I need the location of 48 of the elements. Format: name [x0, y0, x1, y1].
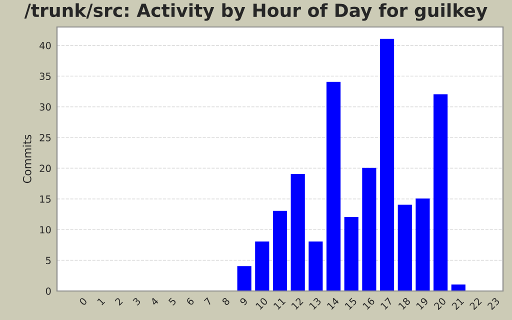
x-tick-label: 4 [150, 297, 159, 306]
y-tick-label: 15 [40, 196, 51, 203]
bar [451, 284, 466, 291]
bar [326, 82, 341, 291]
y-tick-label: 10 [40, 226, 51, 234]
x-tick-label: 10 [255, 297, 268, 310]
x-tick-label: 7 [204, 297, 212, 306]
x-tick-label: 2 [114, 297, 123, 306]
x-tick-label: 3 [132, 297, 141, 306]
y-tick-label: 30 [40, 103, 51, 111]
x-tick-label: 23 [487, 297, 500, 310]
bar [308, 242, 323, 291]
x-tick-label: 17 [380, 297, 393, 310]
bar [416, 198, 430, 291]
bar [434, 94, 448, 291]
x-tick-label: 21 [451, 297, 464, 310]
x-tick-label: 11 [273, 297, 286, 310]
x-tick-label: 22 [469, 297, 482, 310]
y-tick-label: 25 [40, 134, 51, 142]
y-tick-label: 40 [40, 42, 51, 50]
bar [290, 174, 305, 291]
x-tick-label: 20 [433, 297, 446, 310]
x-tick-label: 5 [168, 297, 177, 306]
bar [398, 204, 412, 291]
chart-title: /trunk/src: Activity by Hour of Day for guilkey [24, 3, 488, 21]
bar [362, 168, 376, 291]
y-tick-label: 5 [46, 256, 51, 264]
bar [255, 242, 270, 291]
x-tick-label: 12 [291, 297, 304, 310]
x-tick-label: 13 [308, 297, 322, 310]
y-axis-title: Commits [22, 134, 32, 184]
x-tick-label: 8 [222, 297, 230, 306]
bar [344, 216, 358, 291]
x-tick-label: 15 [344, 297, 358, 310]
bar [380, 38, 394, 291]
x-tick-label: 1 [97, 297, 106, 306]
x-tick-label: 19 [416, 297, 429, 310]
x-tick-label: 16 [362, 297, 376, 310]
x-tick-label: 6 [186, 297, 195, 306]
y-tick-label: 20 [40, 164, 51, 172]
x-tick-label: 9 [239, 297, 248, 306]
x-tick-label: 14 [326, 297, 340, 310]
y-tick-label: 0 [46, 287, 51, 295]
x-tick-label: 0 [78, 297, 88, 306]
bar [237, 266, 252, 291]
x-tick-label: 18 [398, 297, 411, 310]
y-tick-label: 35 [40, 72, 51, 80]
bar [272, 210, 288, 291]
